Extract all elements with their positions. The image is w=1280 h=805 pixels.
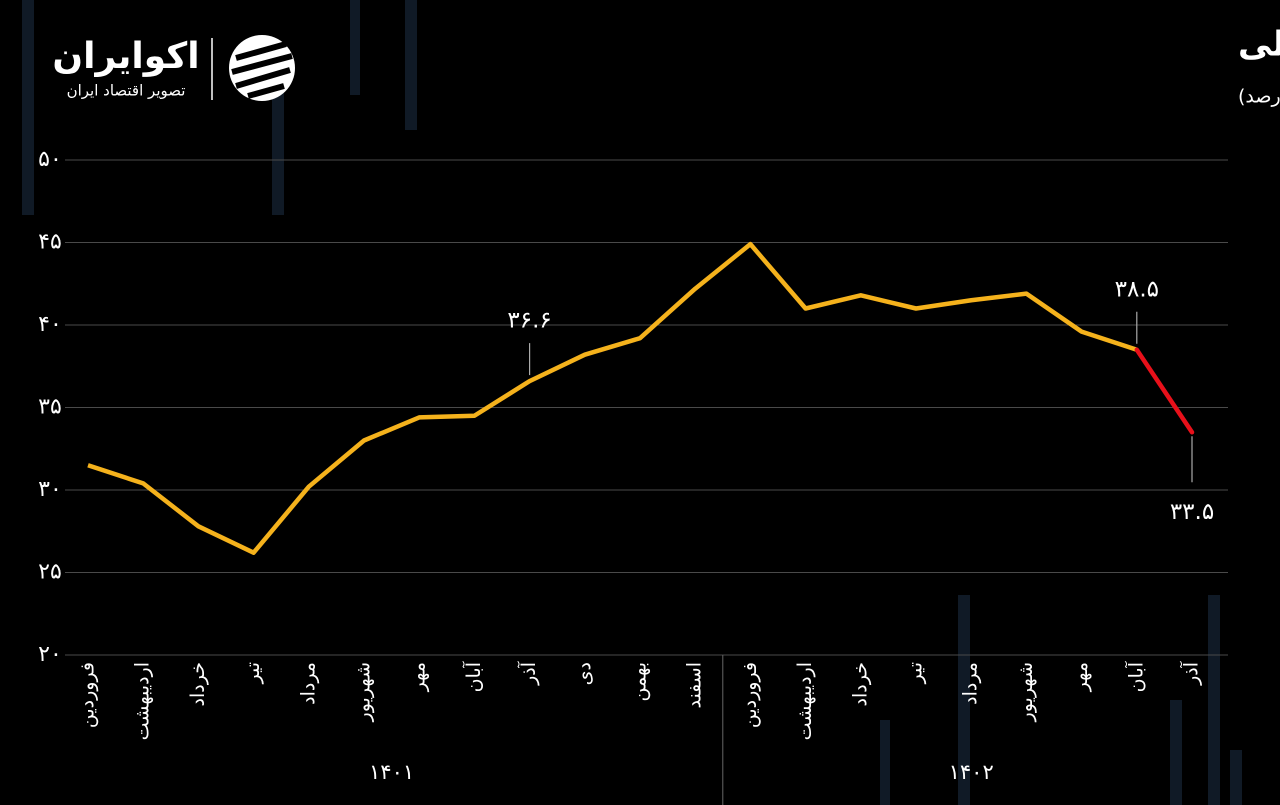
line [87, 241, 1138, 555]
x-tick-label: مرداد [960, 662, 982, 705]
decoration [22, 0, 34, 215]
y-tick-label: ۴۵ [38, 230, 62, 255]
data-label: ۳۸.۵ [1115, 276, 1159, 302]
x-tick-label: آبان [461, 661, 485, 692]
decoration [350, 0, 360, 95]
decoration [272, 60, 284, 215]
y-tick-label: ۳۵ [38, 395, 62, 420]
x-tick-label: مهر [408, 662, 430, 692]
decoration [1170, 700, 1182, 805]
logo-icon-stripes [231, 41, 293, 99]
decoration [1208, 595, 1220, 805]
logo: اکوایران تصویر اقتصاد ایران [52, 35, 295, 101]
x-tick-label: مهر [1070, 662, 1092, 692]
logo-tagline: تصویر اقتصاد ایران [67, 82, 186, 100]
x-tick-label: اردیبهشت [132, 662, 154, 740]
x-tick-label: تیر [905, 662, 927, 685]
x-tick-label: بهمن [629, 662, 651, 702]
y-tick-label: ۴۰ [38, 312, 62, 337]
x-tick-label: اردیبهشت [794, 662, 816, 740]
data-label: ۳۳.۵ [1170, 499, 1214, 525]
x-tick-label: تیر [242, 662, 264, 685]
data-label: ۳۶.۶ [507, 308, 551, 334]
x-tick-label: شهریور [353, 662, 375, 722]
decoration [958, 595, 970, 805]
x-tick-label: خرداد [187, 662, 209, 706]
x-tick-label: اسفند [684, 662, 706, 709]
decoration [1230, 750, 1242, 805]
chart-subtitle: (واحد: درصد) [1238, 86, 1280, 108]
y-tick-label: ۲۰ [38, 642, 62, 667]
y-tick-label: ۳۰ [38, 477, 62, 502]
x-tick-label: شهریور [1015, 662, 1037, 722]
y-tick-label: ۲۵ [38, 560, 62, 585]
highlight-line [1134, 347, 1195, 435]
logo-name: اکوایران [52, 36, 199, 77]
x-tick-label: آذر [516, 661, 540, 686]
group-label: ۱۴۰۲ [949, 760, 994, 784]
y-tick-label: ۵۰ [38, 147, 62, 172]
decoration [880, 720, 890, 805]
x-tick-label: فروردین [77, 662, 99, 728]
x-tick-label: آبان [1123, 661, 1147, 692]
group-label: ۱۴۰۱ [369, 760, 414, 784]
x-tick-label: دی [573, 662, 595, 685]
x-tick-label: مرداد [297, 662, 319, 705]
decoration [405, 0, 417, 130]
x-tick-label: آذر [1179, 661, 1203, 686]
x-tick-label: فروردین [739, 662, 761, 728]
chart-title: روند رشد دوازده ماهه پایه پولی [1238, 25, 1280, 65]
x-tick-label: خرداد [849, 662, 871, 706]
